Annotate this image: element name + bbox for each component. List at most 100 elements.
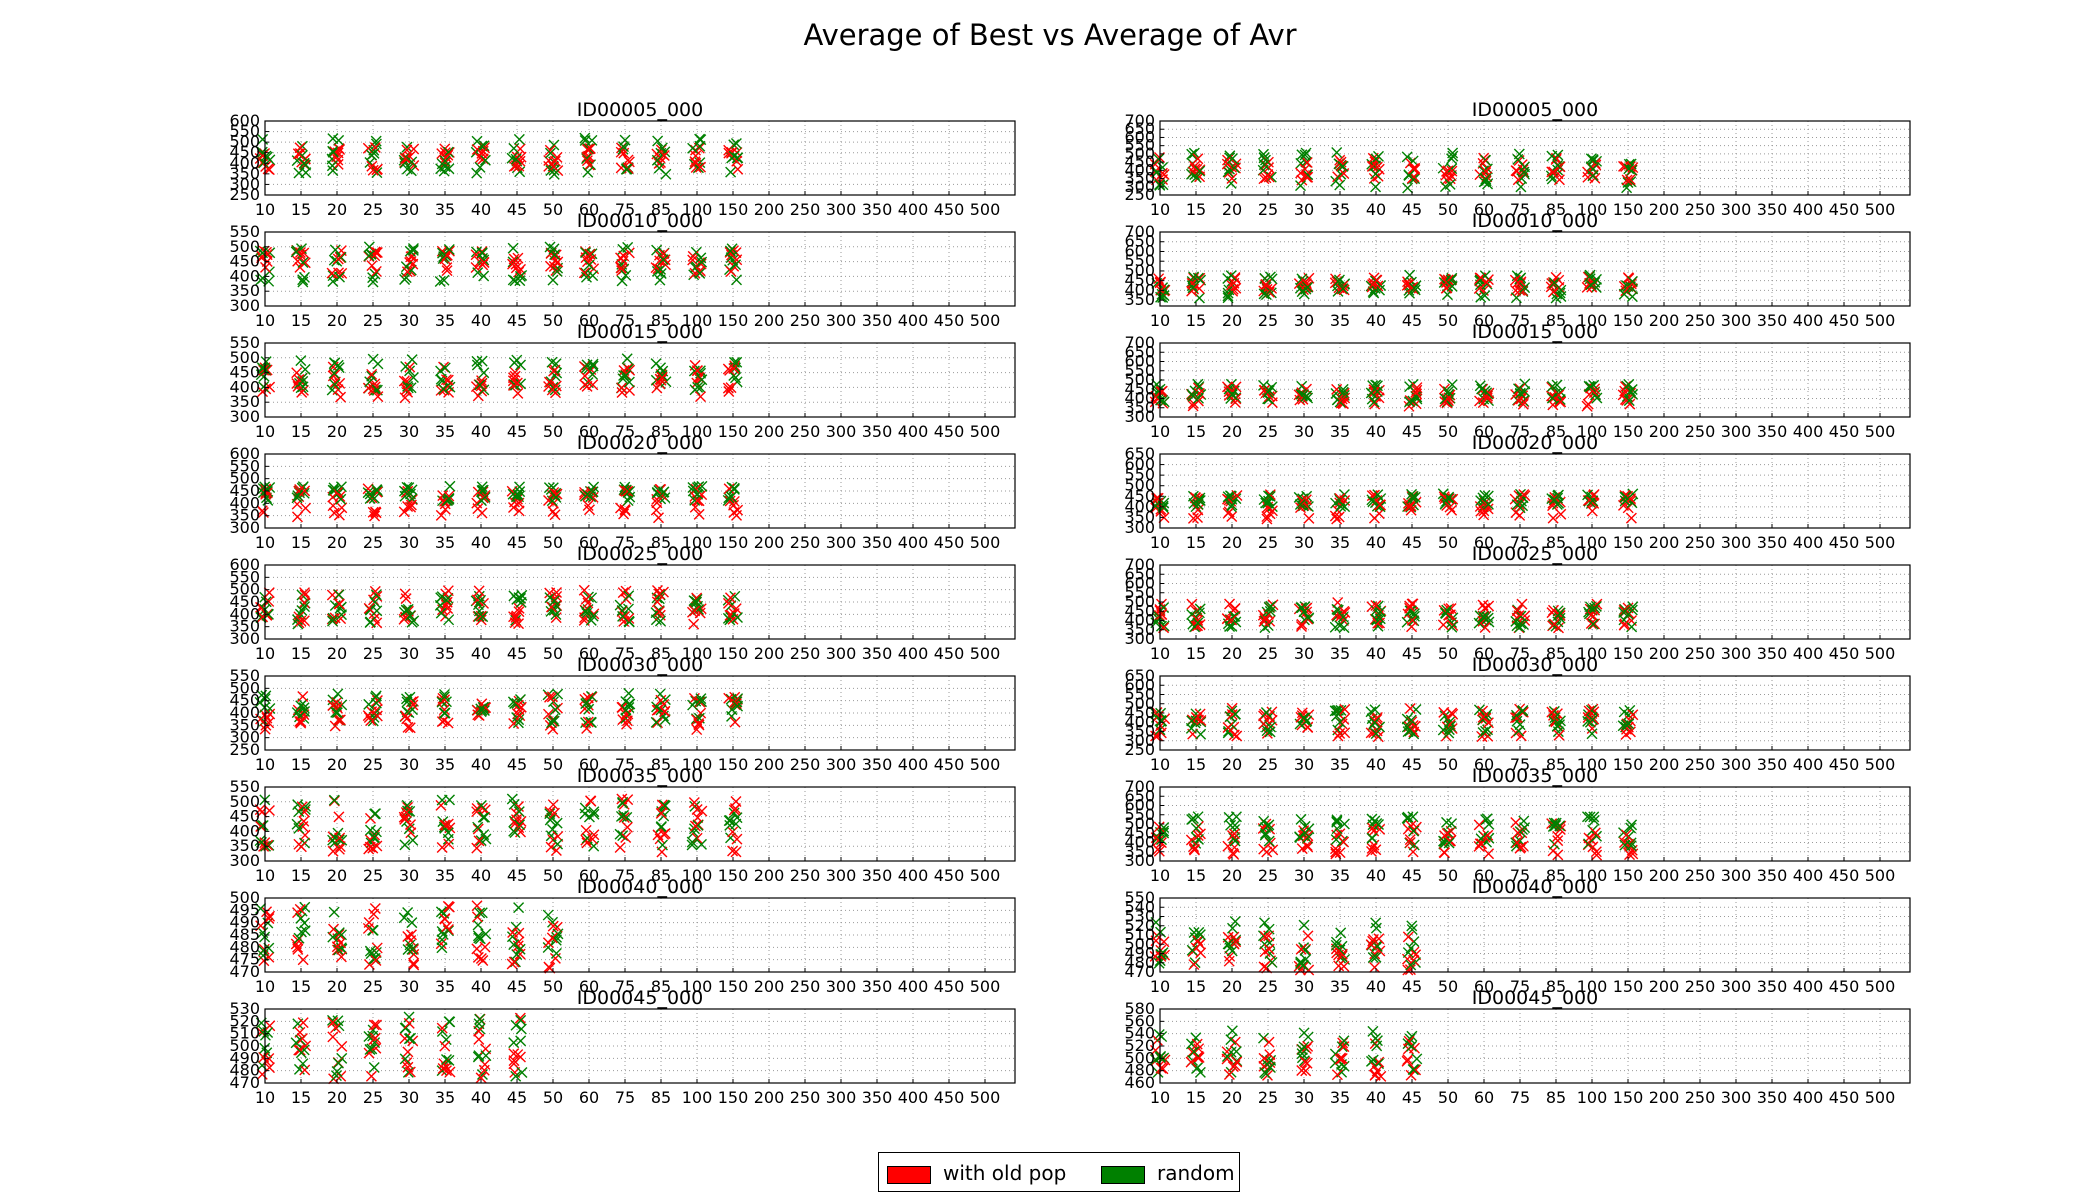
- point-random: [296, 150, 308, 162]
- x-tick-label: 350: [1757, 755, 1788, 774]
- x-tick-label: 400: [1793, 200, 1824, 219]
- point-random: [439, 161, 451, 173]
- point-random: [402, 907, 414, 919]
- x-tick-label: 450: [934, 866, 965, 885]
- point-random: [621, 353, 633, 365]
- point-random: [1370, 181, 1382, 193]
- panel-title: ID00015_000: [577, 321, 703, 343]
- x-tick-label: 300: [826, 200, 857, 219]
- point-random: [1258, 1032, 1270, 1044]
- point-with-old-pop: [1186, 285, 1198, 297]
- x-tick-label: 15: [291, 200, 311, 219]
- point-with-old-pop: [1338, 836, 1350, 848]
- x-tick-label: 350: [862, 1088, 893, 1107]
- point-random: [651, 265, 663, 277]
- x-tick-label: 15: [1186, 311, 1206, 330]
- point-random: [332, 1057, 344, 1069]
- legend-swatch-red: [887, 1165, 931, 1184]
- x-tick-label: 75: [615, 1088, 635, 1107]
- x-tick-label: 500: [1865, 977, 1896, 996]
- x-tick-label: 75: [1510, 200, 1530, 219]
- x-tick-label: 40: [471, 422, 491, 441]
- point-random: [650, 716, 662, 728]
- x-tick-label: 20: [327, 866, 347, 885]
- x-tick-label: 500: [1865, 866, 1896, 885]
- x-tick-label: 200: [1649, 755, 1680, 774]
- point-with-old-pop: [334, 144, 346, 156]
- point-random: [1411, 1053, 1423, 1065]
- point-random: [551, 265, 563, 277]
- point-random: [616, 275, 628, 287]
- point-with-old-pop: [292, 255, 304, 267]
- point-with-old-pop: [1473, 819, 1485, 831]
- x-tick-label: 20: [1222, 533, 1242, 552]
- point-with-old-pop: [297, 691, 309, 703]
- x-tick-label: 85: [651, 200, 671, 219]
- point-random: [1623, 163, 1635, 175]
- x-tick-label: 200: [754, 533, 785, 552]
- x-tick-label: 200: [754, 311, 785, 330]
- point-random: [1446, 163, 1458, 175]
- point-random: [731, 152, 743, 164]
- point-random: [472, 267, 484, 279]
- panel-title: ID00020_000: [577, 432, 703, 454]
- point-random: [1370, 168, 1382, 180]
- x-tick-label: 350: [1757, 644, 1788, 663]
- x-tick-label: 20: [327, 533, 347, 552]
- x-tick-label: 300: [1721, 422, 1752, 441]
- point-with-old-pop: [1158, 285, 1170, 297]
- point-random: [1474, 274, 1486, 286]
- point-with-old-pop: [1263, 1036, 1275, 1048]
- point-random: [480, 1050, 492, 1062]
- legend-item-with-old-pop: with old pop: [887, 1161, 1066, 1185]
- x-tick-label: 30: [399, 866, 419, 885]
- x-tick-label: 200: [754, 422, 785, 441]
- point-random: [1479, 290, 1491, 302]
- point-with-old-pop: [263, 587, 275, 599]
- x-tick-label: 20: [1222, 200, 1242, 219]
- x-tick-label: 40: [1366, 422, 1386, 441]
- point-random: [1552, 159, 1564, 171]
- x-tick-label: 35: [1330, 1088, 1350, 1107]
- point-random: [1587, 618, 1599, 630]
- x-tick-label: 20: [1222, 755, 1242, 774]
- point-with-old-pop: [694, 265, 706, 277]
- y-tick-label: 250: [1124, 185, 1155, 204]
- x-tick-label: 20: [327, 755, 347, 774]
- x-tick-label: 500: [1865, 533, 1896, 552]
- x-tick-label: 35: [1330, 866, 1350, 885]
- x-tick-label: 450: [1829, 644, 1860, 663]
- point-random: [371, 605, 383, 617]
- x-tick-label: 35: [435, 533, 455, 552]
- point-random: [367, 276, 379, 288]
- x-tick-label: 25: [363, 866, 383, 885]
- x-tick-label: 75: [1510, 1088, 1530, 1107]
- x-tick-label: 100: [682, 311, 713, 330]
- x-tick-label: 50: [543, 977, 563, 996]
- point-random: [1585, 153, 1597, 165]
- point-random: [1446, 280, 1458, 292]
- point-random: [479, 811, 491, 823]
- point-random: [1516, 173, 1528, 185]
- x-tick-label: 75: [615, 200, 635, 219]
- x-tick-label: 45: [507, 422, 527, 441]
- point-random: [474, 161, 486, 173]
- point-random: [549, 249, 561, 261]
- point-with-old-pop: [328, 923, 340, 935]
- x-tick-label: 35: [1330, 533, 1350, 552]
- point-random: [1518, 815, 1530, 827]
- point-random: [401, 163, 413, 175]
- x-tick-label: 50: [543, 422, 563, 441]
- point-with-old-pop: [401, 266, 413, 278]
- point-random: [1478, 165, 1490, 177]
- x-tick-label: 20: [1222, 866, 1242, 885]
- point-random: [508, 142, 520, 154]
- x-tick-label: 20: [327, 200, 347, 219]
- x-tick-label: 300: [826, 866, 857, 885]
- point-with-old-pop: [695, 391, 707, 403]
- point-random: [695, 252, 707, 264]
- y-tick-label: 600: [229, 555, 260, 574]
- x-tick-label: 350: [1757, 533, 1788, 552]
- point-random: [507, 274, 519, 286]
- point-random: [620, 269, 632, 281]
